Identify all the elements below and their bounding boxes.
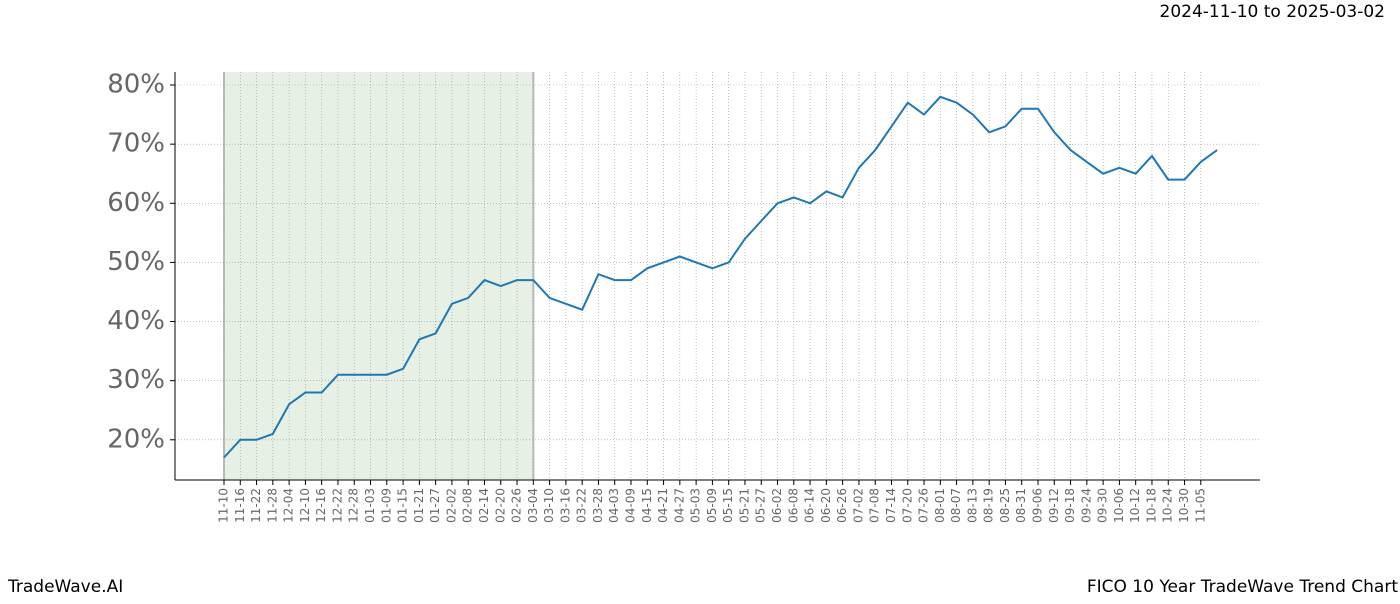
x-tick-label: 03-28 xyxy=(591,488,605,523)
x-tick-label: 11-05 xyxy=(1193,488,1207,523)
chart-title: FICO 10 Year TradeWave Trend Chart xyxy=(1087,577,1398,597)
x-tick-label: 09-30 xyxy=(1096,488,1110,523)
x-tick-label: 12-28 xyxy=(347,488,361,523)
x-tick-label: 03-10 xyxy=(542,488,556,523)
x-tick-label: 03-22 xyxy=(575,488,589,523)
x-tick-label: 05-15 xyxy=(721,488,735,523)
y-tick-label: 40% xyxy=(107,306,165,336)
x-tick-label: 04-27 xyxy=(672,488,686,523)
x-tick-label: 02-20 xyxy=(493,488,507,523)
brand: TradeWave.AI xyxy=(7,577,123,597)
x-tick-label: 03-04 xyxy=(526,488,540,523)
x-tick-label: 08-13 xyxy=(965,488,979,523)
x-tick-label: 08-19 xyxy=(982,488,996,523)
x-tick-label: 06-02 xyxy=(770,488,784,523)
x-tick-label: 05-03 xyxy=(689,488,703,523)
x-tick-label: 05-09 xyxy=(705,488,719,523)
x-tick-label: 10-30 xyxy=(1177,488,1191,523)
x-tick-label: 02-08 xyxy=(461,488,475,523)
x-tick-label: 08-25 xyxy=(998,488,1012,523)
x-tick-label: 09-24 xyxy=(1079,488,1093,523)
x-tick-label: 06-20 xyxy=(819,488,833,523)
x-tick-label: 06-08 xyxy=(786,488,800,523)
x-tick-label: 10-12 xyxy=(1128,488,1142,523)
x-tick-label: 11-16 xyxy=(233,488,247,523)
y-tick-label: 70% xyxy=(107,129,165,159)
highlight-band xyxy=(224,72,534,480)
x-tick-label: 05-27 xyxy=(754,488,768,523)
x-tick-label: 08-01 xyxy=(933,488,947,523)
x-tick-label: 10-18 xyxy=(1144,488,1158,523)
x-tick-label: 11-22 xyxy=(249,488,263,523)
x-tick-label: 01-09 xyxy=(379,488,393,523)
x-tick-label: 06-14 xyxy=(803,488,817,523)
x-tick-label: 09-06 xyxy=(1031,488,1045,523)
x-tick-label: 11-28 xyxy=(265,488,279,523)
x-tick-label: 12-16 xyxy=(314,488,328,523)
line-series xyxy=(223,95,1218,459)
x-tick-label: 05-21 xyxy=(737,488,751,523)
x-tick-label: 01-15 xyxy=(396,488,410,523)
y-tick-label: 60% xyxy=(107,188,165,218)
x-tick-label: 07-20 xyxy=(900,488,914,523)
x-tick-label: 10-24 xyxy=(1161,488,1175,523)
x-tick-label: 03-16 xyxy=(558,488,572,523)
y-tick-label: 30% xyxy=(107,365,165,395)
y-tick-label: 20% xyxy=(107,424,165,454)
x-tick-label: 01-21 xyxy=(412,488,426,523)
x-tick-label: 02-02 xyxy=(444,488,458,523)
x-tick-label: 04-21 xyxy=(656,488,670,523)
x-tick-label: 06-26 xyxy=(835,488,849,523)
x-tick-label: 07-26 xyxy=(917,488,931,523)
x-tick-label: 07-14 xyxy=(884,488,898,523)
x-tick-label: 04-15 xyxy=(640,488,654,523)
x-tick-label: 01-03 xyxy=(363,488,377,523)
x-tick-label: 07-02 xyxy=(851,488,865,523)
x-tick-label: 04-03 xyxy=(607,488,621,523)
x-tick-label: 11-10 xyxy=(217,488,231,523)
x-tick-label: 12-10 xyxy=(298,488,312,523)
x-tick-label: 09-12 xyxy=(1047,488,1061,523)
x-tick-label: 09-18 xyxy=(1063,488,1077,523)
x-tick-label: 12-22 xyxy=(330,488,344,523)
date-range: 2024-11-10 to 2025-03-02 xyxy=(1160,2,1385,22)
x-tick-label: 12-04 xyxy=(282,488,296,523)
x-tick-label: 08-31 xyxy=(1014,488,1028,523)
x-tick-label: 02-14 xyxy=(477,488,491,523)
x-tick-label: 08-07 xyxy=(949,488,963,523)
x-tick-label: 07-08 xyxy=(868,488,882,523)
x-tick-label: 04-09 xyxy=(624,488,638,523)
y-tick-label: 80% xyxy=(107,70,165,100)
x-tick-label: 10-06 xyxy=(1112,488,1126,523)
x-tick-label: 01-27 xyxy=(428,488,442,523)
y-tick-label: 50% xyxy=(107,247,165,277)
x-tick-label: 02-26 xyxy=(510,488,524,523)
